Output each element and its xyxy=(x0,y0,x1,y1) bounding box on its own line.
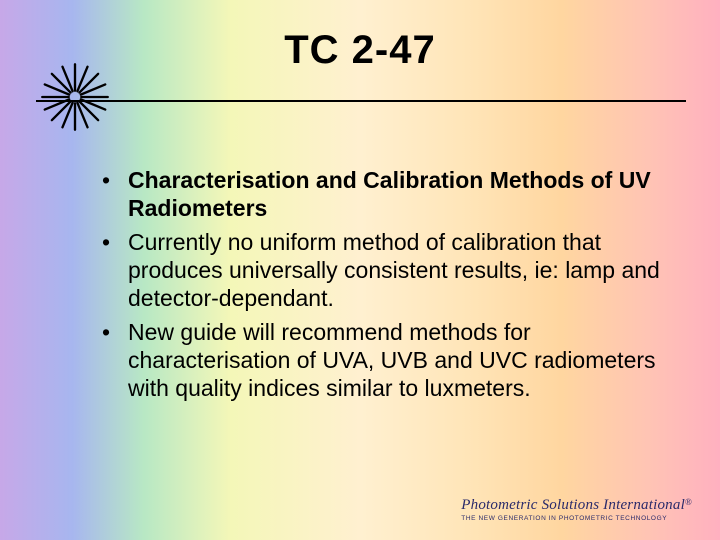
slide: TC 2-47 Characterisation and Calibration… xyxy=(0,0,720,540)
bullet-text: New guide will recommend methods for cha… xyxy=(128,319,656,401)
sunburst-icon xyxy=(36,58,114,136)
bullet-text: Currently no uniform method of calibrati… xyxy=(128,229,660,311)
registered-mark: ® xyxy=(685,497,692,507)
footer-brand: Photometric Solutions International® xyxy=(461,497,692,514)
bullet-list: Characterisation and Calibration Methods… xyxy=(100,166,660,408)
bullet-text: Characterisation and Calibration Methods… xyxy=(128,167,651,221)
list-item: Currently no uniform method of calibrati… xyxy=(100,228,660,312)
list-item: Characterisation and Calibration Methods… xyxy=(100,166,660,222)
footer-logo: Photometric Solutions International® THE… xyxy=(461,497,692,522)
list-item: New guide will recommend methods for cha… xyxy=(100,318,660,402)
footer-brand-text: Photometric Solutions International xyxy=(461,497,685,513)
horizontal-rule xyxy=(36,100,686,102)
footer-tagline: THE NEW GENERATION IN PHOTOMETRIC TECHNO… xyxy=(461,515,692,522)
